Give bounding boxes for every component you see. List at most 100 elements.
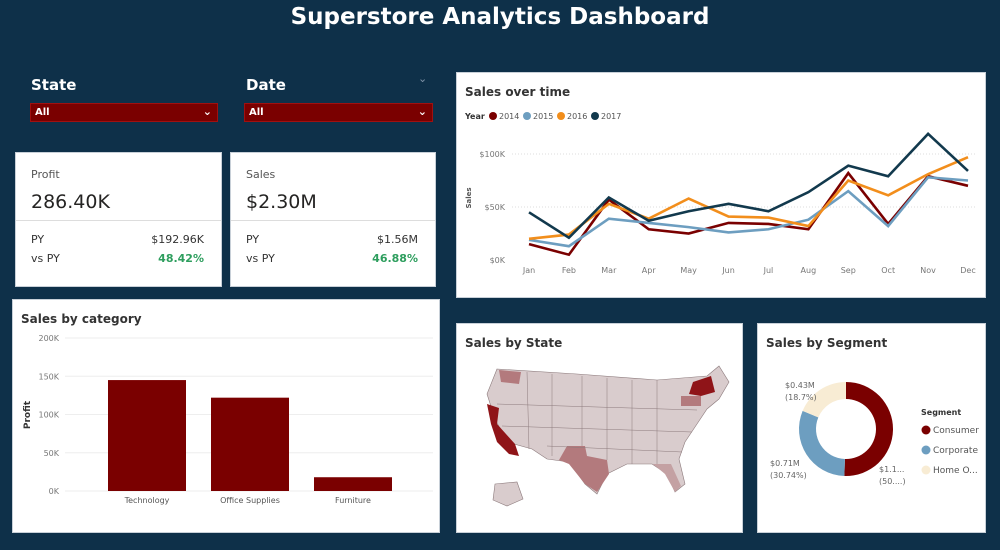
chart-title: Sales by Segment [766,336,888,350]
py-value: $192.96K [151,233,204,246]
divider [231,220,435,221]
vs-py-label: vs PY [31,252,60,265]
divider [16,220,221,221]
legend-item: 2017 [601,112,621,121]
y-tick-label: 200K [38,334,59,343]
chart-title: Sales by category [21,312,142,326]
bar-chart: 0K 50K 100K 150K 200K Profit Technology Office … [23,334,433,505]
sales-by-segment-panel: Sales by Segment $1.1... (50....) $0.71M (3… [757,323,986,533]
data-label: (18.7%) [785,393,817,402]
chart-title: Sales over time [465,85,571,99]
map-state-pennsylvania [681,396,701,406]
vs-py-label: vs PY [246,252,275,265]
x-tick-label: Mar [601,266,617,275]
x-tick-label: Furniture [335,496,371,505]
py-label: PY [31,233,45,246]
map-state-texas [559,446,609,492]
state-filter-value: All [35,107,50,118]
map-state-new-york [689,376,715,396]
series-line-2017 [528,132,969,240]
data-label: $0.71M [770,459,800,468]
bar-office-supplies [211,397,289,491]
y-axis-label: Sales [465,187,473,208]
y-tick-label: $0K [490,256,506,265]
legend-item: 2015 [533,112,553,121]
x-tick-label: Apr [642,266,657,275]
y-tick-label: 150K [38,372,59,381]
x-tick-label: Aug [801,266,817,275]
x-tick-label: Jan [522,266,535,275]
state-filter-label: State [31,76,77,94]
legend-marker [557,112,565,120]
x-tick-label: Jun [721,266,735,275]
series-line-2015 [528,175,969,248]
legend-marker [489,112,497,120]
legend-item: Home O... [933,466,978,476]
py-label: PY [246,233,260,246]
legend-item: Corporate [933,446,978,456]
map-state-california [487,404,519,456]
state-filter-dropdown[interactable]: All ⌄ [30,103,218,122]
y-tick-label: 0K [49,487,60,496]
x-tick-label: Dec [960,266,975,275]
sales-over-time-panel: Sales over time Year 2014 2015 2016 2017 $0K $… [456,72,986,298]
chevron-down-icon: ⌄ [202,105,212,118]
page-title: Superstore Analytics Dashboard [290,4,710,30]
x-tick-label: Feb [562,266,576,275]
y-tick-label: 50K [44,449,60,458]
legend-title: Year [464,112,485,121]
legend-title: Segment [921,408,961,417]
y-tick-label: 100K [38,411,59,420]
us-map[interactable] [457,324,744,534]
kpi-value: $2.30M [246,191,317,213]
kpi-value: 286.40K [31,191,110,213]
kpi-label: Profit [31,168,60,181]
date-filter-dropdown[interactable]: All ⌄ [244,103,433,122]
chart-title: Sales by State [465,336,563,350]
legend-marker [921,465,931,475]
map-state-alaska [492,481,524,507]
legend-item: 2014 [499,112,519,121]
line-chart: Year 2014 2015 2016 2017 $0K $50K $100K Sales Jan… [464,112,976,275]
donut-chart: $1.1... (50....) $0.71M (30.74%) $0.43M (18.7… [770,381,979,486]
date-filter-value: All [249,107,264,118]
vs-py-value: 46.88% [372,252,418,265]
y-axis-label: Profit [23,400,33,429]
y-tick-label: $50K [484,203,505,212]
legend-marker [523,112,531,120]
bar-furniture [314,477,392,491]
legend-marker [921,445,931,455]
legend-marker [921,425,931,435]
x-tick-label: Nov [920,266,936,275]
x-tick-label: Jul [763,266,774,275]
donut-slice-2 [802,382,846,418]
profit-card: Profit 286.40K PY $192.96K vs PY 48.42% [15,152,222,287]
legend-marker [591,112,599,120]
sales-by-state-panel: Sales by State [456,323,743,533]
x-tick-label: Oct [881,266,895,275]
vs-py-value: 48.42% [158,252,204,265]
map-state-borders [496,371,698,464]
x-tick-label: Office Supplies [220,496,280,505]
series-line-2016 [528,155,969,241]
data-label: (50....) [879,477,906,486]
sales-card: Sales $2.30M PY $1.56M vs PY 46.88% [230,152,436,287]
date-filter-label: Date [246,76,286,94]
sales-by-category-panel: Sales by category 0K 50K 100K 150K 200K Profi… [12,299,440,533]
bar-technology [108,380,186,491]
chevron-down-icon: ⌄ [417,105,427,118]
data-label: $1.1... [879,465,904,474]
chevron-down-icon[interactable]: ⌄ [418,72,428,85]
data-label: (30.74%) [770,471,807,480]
data-label: $0.43M [785,381,815,390]
x-tick-label: May [680,266,697,275]
x-tick-label: Sep [841,266,856,275]
legend-item: Consumer [933,426,979,436]
donut-slice-1 [799,410,845,476]
map-state-washington [499,370,521,384]
legend-item: 2016 [567,112,587,121]
x-tick-label: Technology [124,496,170,505]
donut-slice-0 [844,382,894,476]
map-state-florida [653,464,681,492]
y-tick-label: $100K [479,150,505,159]
